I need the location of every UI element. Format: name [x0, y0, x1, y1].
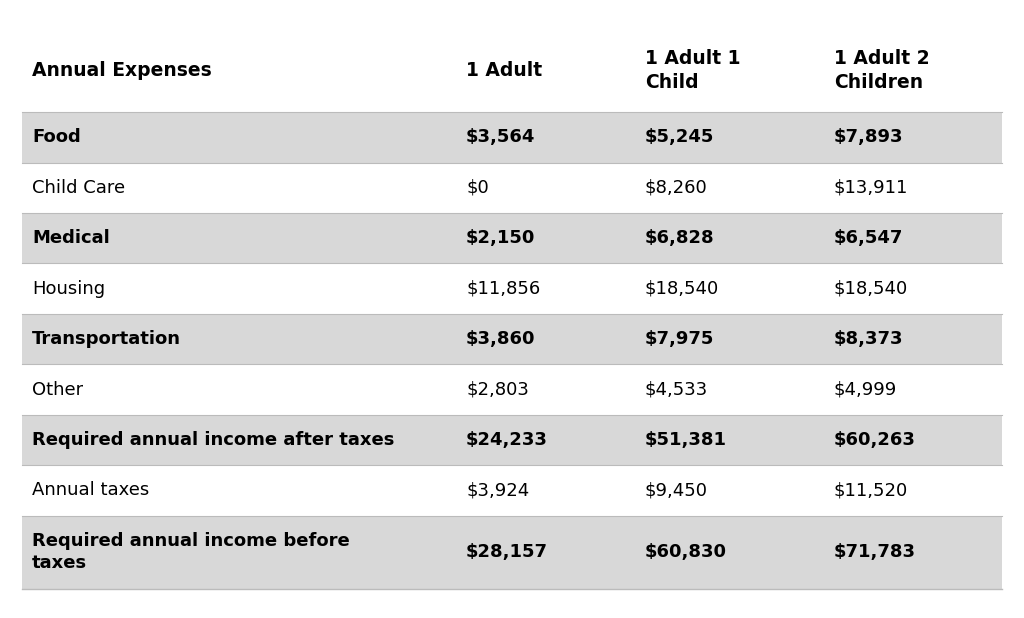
Text: Annual Expenses: Annual Expenses [32, 61, 212, 80]
Text: 1 Adult 2
Children: 1 Adult 2 Children [834, 49, 930, 92]
Text: $6,547: $6,547 [834, 229, 903, 247]
Text: $3,924: $3,924 [466, 481, 529, 499]
Text: Transportation: Transportation [32, 330, 181, 348]
Text: $13,911: $13,911 [834, 179, 908, 197]
Bar [22, 213, 1002, 263]
Text: $71,783: $71,783 [834, 543, 915, 561]
Text: $18,540: $18,540 [834, 280, 908, 298]
Bar [22, 263, 1002, 314]
Text: $5,245: $5,245 [645, 129, 714, 146]
Text: $18,540: $18,540 [645, 280, 719, 298]
Text: Housing: Housing [32, 280, 105, 298]
Text: $9,450: $9,450 [645, 481, 708, 499]
Text: Food: Food [32, 129, 81, 146]
Text: $28,157: $28,157 [466, 543, 548, 561]
Text: $4,533: $4,533 [645, 381, 708, 399]
Text: Medical: Medical [32, 229, 110, 247]
Text: Annual taxes: Annual taxes [32, 481, 150, 499]
Text: $8,373: $8,373 [834, 330, 903, 348]
Text: $24,233: $24,233 [466, 431, 548, 449]
Text: Required annual income after taxes: Required annual income after taxes [32, 431, 394, 449]
Bar [22, 314, 1002, 365]
Text: Required annual income before
taxes: Required annual income before taxes [32, 532, 350, 572]
Bar [22, 163, 1002, 213]
Text: $3,564: $3,564 [466, 129, 536, 146]
Text: $7,893: $7,893 [834, 129, 903, 146]
Text: $2,150: $2,150 [466, 229, 536, 247]
Text: $6,828: $6,828 [645, 229, 715, 247]
Text: $2,803: $2,803 [466, 381, 529, 399]
Text: $51,381: $51,381 [645, 431, 727, 449]
Bar [22, 112, 1002, 163]
Bar [22, 29, 1002, 112]
Text: 1 Adult: 1 Adult [466, 61, 542, 80]
Text: 1 Adult 1
Child: 1 Adult 1 Child [645, 49, 740, 92]
Text: Child Care: Child Care [32, 179, 125, 197]
Text: $11,520: $11,520 [834, 481, 908, 499]
Text: $60,830: $60,830 [645, 543, 727, 561]
Text: $4,999: $4,999 [834, 381, 897, 399]
Text: $0: $0 [466, 179, 488, 197]
Text: $3,860: $3,860 [466, 330, 536, 348]
Text: $8,260: $8,260 [645, 179, 708, 197]
Bar [22, 465, 1002, 515]
Bar [22, 415, 1002, 465]
Text: $7,975: $7,975 [645, 330, 714, 348]
Bar [22, 515, 1002, 589]
Text: $11,856: $11,856 [466, 280, 541, 298]
Text: Other: Other [32, 381, 83, 399]
Bar [22, 365, 1002, 415]
Text: $60,263: $60,263 [834, 431, 915, 449]
